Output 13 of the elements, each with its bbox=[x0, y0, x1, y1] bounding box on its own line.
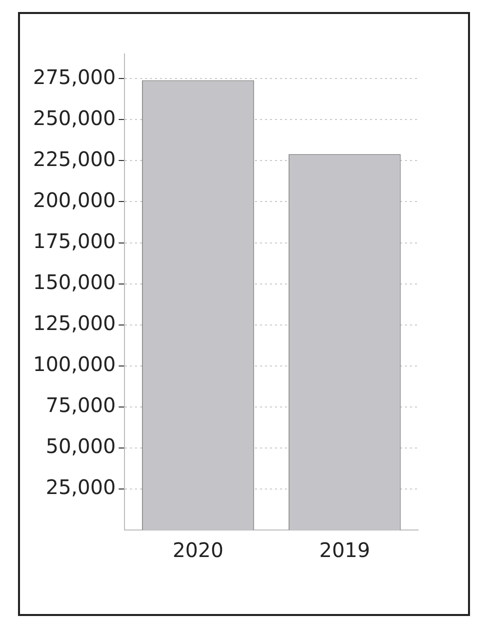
y-tick-label: 200,000 bbox=[32, 188, 116, 212]
x-tick-label: 2019 bbox=[319, 538, 370, 562]
y-tick-label: 75,000 bbox=[46, 393, 116, 418]
y-tick-label: 275,000 bbox=[32, 64, 116, 89]
y-tick-label: 125,000 bbox=[32, 311, 116, 336]
y-tick-label: 50,000 bbox=[46, 434, 116, 458]
y-tick-label: 100,000 bbox=[32, 352, 116, 376]
y-tick-label: 225,000 bbox=[32, 146, 116, 171]
y-tick-label: 250,000 bbox=[32, 106, 116, 130]
y-tick-label: 25,000 bbox=[46, 475, 116, 500]
y-tick-label: 175,000 bbox=[32, 228, 116, 253]
y-tick-label: 150,000 bbox=[32, 270, 116, 294]
x-tick-label: 2020 bbox=[172, 538, 224, 562]
